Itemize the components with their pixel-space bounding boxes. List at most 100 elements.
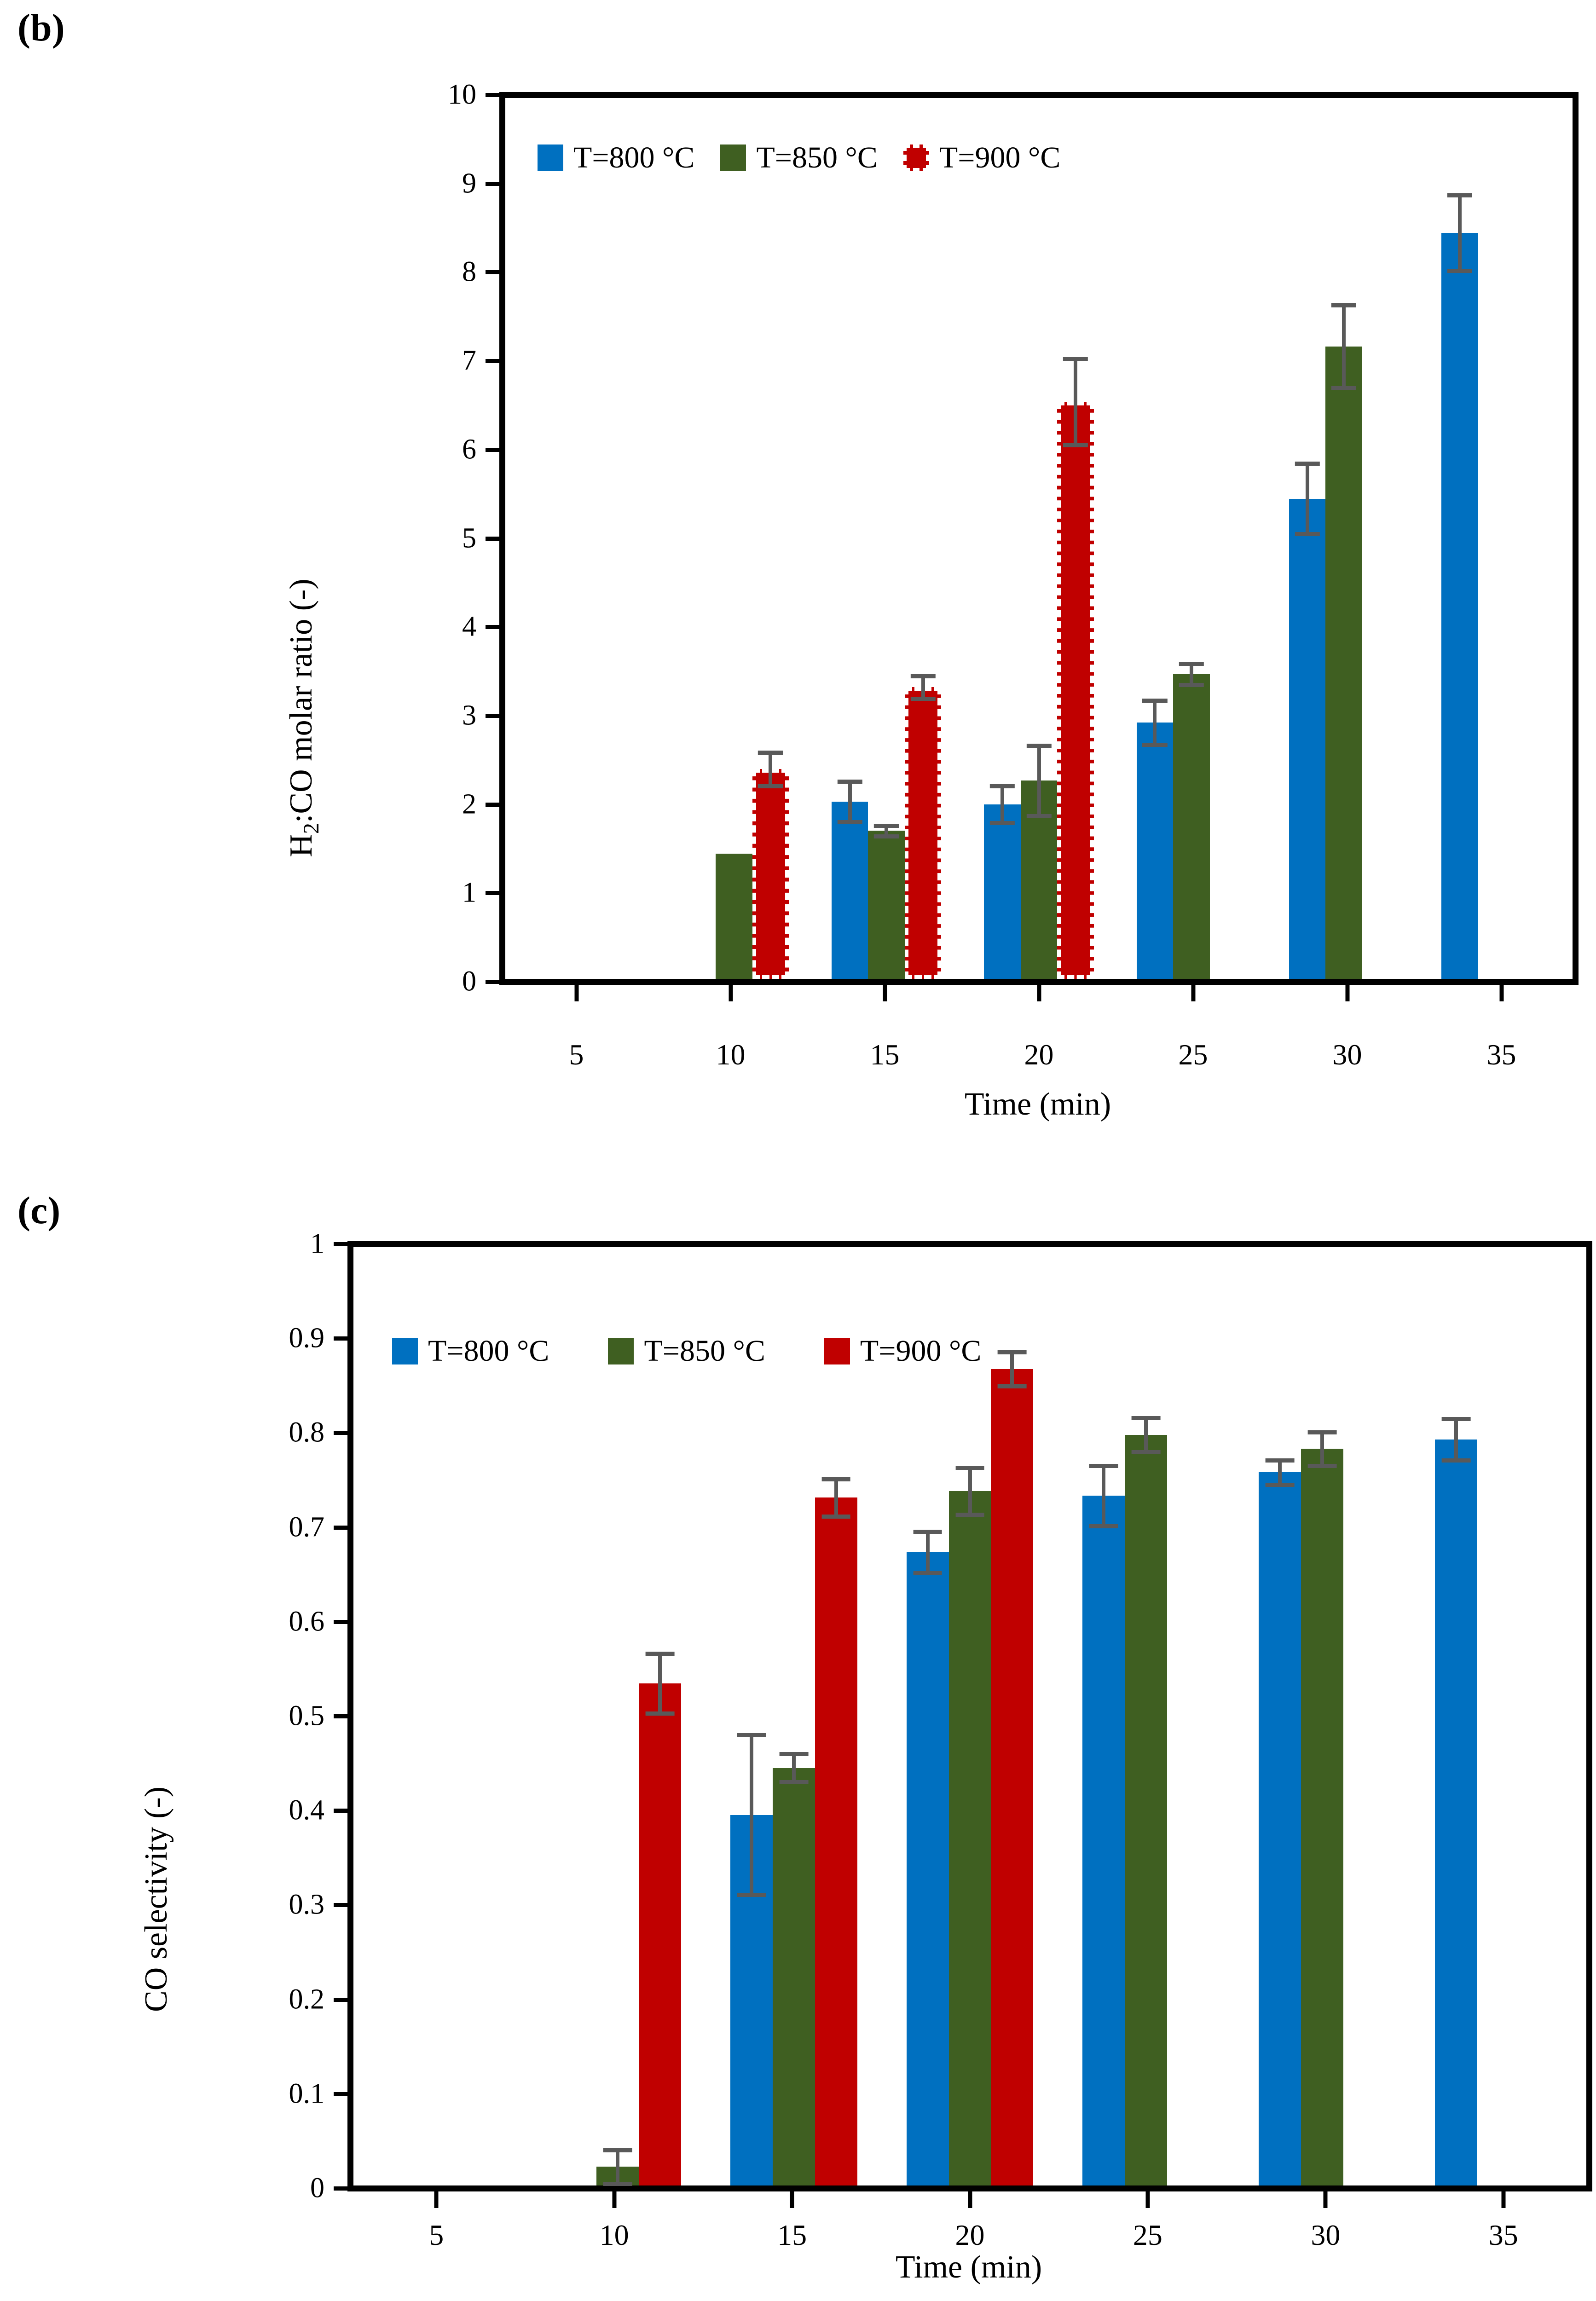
error-bar (1153, 700, 1157, 745)
x-tick-label: 25 (1133, 2219, 1162, 2251)
bar-red-t10 (752, 769, 789, 979)
y-tick (334, 1809, 347, 1813)
y-tick (486, 802, 499, 807)
y-tick (486, 181, 499, 186)
y-tick (334, 1431, 347, 1435)
legend-label: T=800 °C (573, 141, 695, 174)
error-bar (1454, 1419, 1458, 1460)
y-tick (486, 447, 499, 452)
error-bar-cap (1063, 357, 1088, 361)
chart-h2co-molar-ratio: (b) H2:CO molar ratio (-) T=800 °C T=850 … (17, 6, 1579, 1122)
y-tick-label: 0 (462, 965, 476, 997)
x-tick-label: 15 (777, 2219, 807, 2251)
y-tick (486, 980, 499, 984)
error-bar-cap (837, 780, 862, 784)
y-tick-label: 7 (462, 345, 476, 376)
y-tick-label: 1 (310, 1228, 324, 1260)
bar-blue-t25 (1082, 1496, 1125, 2185)
legend-item-red: T=900 °C (903, 140, 1060, 175)
x-tick-label: 10 (599, 2219, 629, 2251)
bar-blue-t30 (1259, 1472, 1301, 2185)
y-tick (334, 2186, 347, 2191)
error-bar-cap (997, 1350, 1027, 1355)
y-tick-label: 0.6 (289, 1606, 325, 1637)
legend-label: T=800 °C (428, 1334, 549, 1368)
error-bar-cap (955, 1466, 984, 1470)
x-tick (1191, 985, 1195, 1001)
bar-green-t30 (1301, 1449, 1343, 2185)
x-tick (790, 2191, 794, 2208)
x-tick (968, 2191, 972, 2208)
x-tick-label: 30 (1332, 1038, 1362, 1071)
legend-label: T=900 °C (939, 141, 1061, 174)
legend-label: T=850 °C (644, 1334, 765, 1368)
error-bar-cap (1295, 462, 1320, 466)
x-tick-label: 30 (1311, 2219, 1341, 2251)
legend-item-blue: T=800 °C (538, 140, 694, 175)
error-bar-cap (1265, 1458, 1295, 1463)
error-bar-cap (1265, 1482, 1295, 1487)
x-tick-label: 15 (870, 1038, 900, 1071)
y-tick-label: 3 (462, 700, 476, 731)
x-tick-label: 35 (1486, 1038, 1516, 1071)
error-bar-cap (910, 674, 936, 678)
y-tick (486, 713, 499, 718)
bar-green-t25 (1173, 674, 1210, 979)
y-tick (334, 1714, 347, 1718)
bar-green-t20 (948, 1491, 991, 2185)
bar-green-t15 (868, 831, 905, 979)
error-bar-cap (1331, 386, 1357, 390)
error-bar-cap (989, 784, 1015, 788)
bar-blue-t35 (1434, 1440, 1477, 2185)
error-bar-cap (1026, 743, 1052, 748)
x-tick-label: 25 (1178, 1038, 1208, 1071)
error-bar-cap (1295, 532, 1320, 537)
y-tick-label: 0.1 (289, 2078, 325, 2110)
y-tick-label: 0.7 (289, 1511, 325, 1543)
y-tick-label: 9 (462, 168, 476, 199)
error-bar (1010, 1352, 1014, 1386)
error-bar (792, 1754, 796, 1782)
y-tick-label: 0.3 (289, 1889, 325, 1920)
x-tick-label: 20 (955, 2219, 985, 2251)
bar-blue-t15 (831, 802, 868, 979)
error-bar-cap (603, 2181, 632, 2186)
error-bar-cap (1131, 1416, 1161, 1421)
error-bar (658, 1653, 662, 1714)
legend-swatch-blue-icon (538, 145, 563, 171)
legend-swatch-red-icon (903, 145, 929, 171)
error-bar-cap (997, 1384, 1027, 1388)
error-bar-cap (1179, 661, 1204, 666)
legend: T=800 °C T=850 °C T=900 °C (538, 140, 1060, 175)
error-bar (1074, 358, 1077, 445)
legend-item-red: T=900 °C (824, 1334, 981, 1369)
x-tick (1037, 985, 1041, 1001)
bar-green-t15 (772, 1768, 815, 2185)
error-bar-cap (737, 1892, 766, 1897)
y-tick-label: 0.8 (289, 1416, 325, 1448)
error-bar-cap (1441, 1458, 1471, 1463)
x-tick (1323, 2191, 1328, 2208)
error-bar-cap (1142, 742, 1168, 747)
y-tick (334, 1619, 347, 1624)
bar-red-t15 (815, 1497, 857, 2185)
x-axis-title-c: Time (min) (895, 2249, 1042, 2285)
error-bar-cap (645, 1651, 675, 1656)
y-tick (486, 93, 499, 97)
y-tick (334, 1903, 347, 1908)
legend-swatch-red-icon (824, 1338, 850, 1364)
y-tick (334, 1997, 347, 2002)
error-bar-cap (913, 1529, 943, 1534)
error-bar (1305, 463, 1309, 534)
x-tick-label: 35 (1488, 2219, 1518, 2251)
error-bar-cap (758, 784, 783, 788)
x-tick (729, 985, 733, 1001)
error-bar-cap (874, 834, 899, 838)
y-axis-title-c: CO selectivity (-) (139, 1786, 174, 2012)
legend-item-green: T=850 °C (720, 140, 878, 175)
panel-label-c: (c) (17, 1189, 61, 1232)
error-bar-cap (1142, 699, 1168, 703)
y-tick (334, 2092, 347, 2096)
y-tick (334, 1242, 347, 1246)
